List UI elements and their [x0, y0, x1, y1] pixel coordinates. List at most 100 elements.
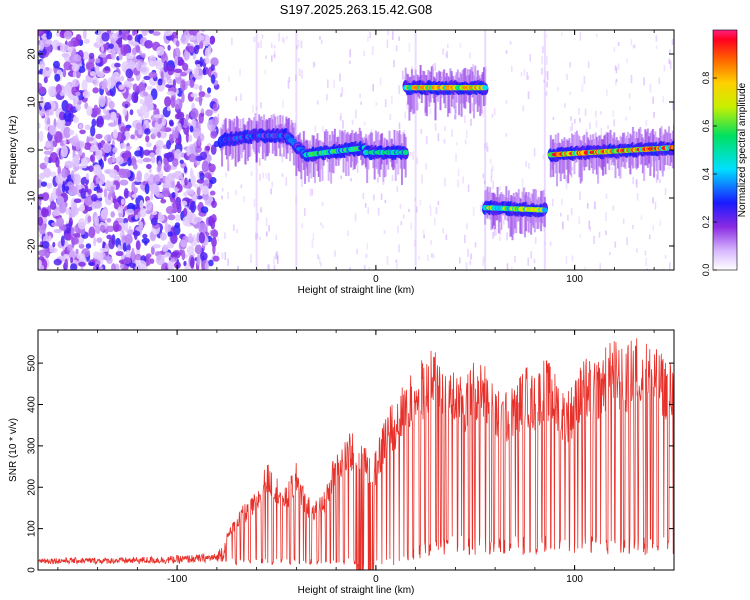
noise-blob: [99, 266, 103, 270]
noise-blob: [93, 104, 98, 112]
noise-blob: [164, 221, 169, 234]
noise-blob: [145, 200, 152, 212]
noise-blob: [188, 134, 193, 142]
noise-blob: [174, 148, 182, 161]
noise-blob: [38, 249, 47, 257]
noise-blob: [141, 53, 146, 58]
noise-speckle: [301, 69, 303, 79]
noise-blob: [103, 134, 113, 142]
noise-speckle: [322, 125, 324, 133]
noise-blob: [78, 123, 83, 129]
noise-speckle: [571, 255, 574, 262]
noise-speckle: [216, 100, 219, 108]
spectrogram-y-tick-label: 0: [27, 147, 38, 153]
noise-blob: [182, 207, 188, 217]
noise-blob: [162, 190, 171, 198]
noise-blob: [53, 209, 61, 217]
tone-core: [541, 207, 548, 213]
noise-blob: [43, 76, 48, 84]
noise-speckle: [252, 105, 254, 113]
tone-spread: [330, 141, 333, 184]
noise-speckle: [342, 120, 344, 129]
noise-blob: [185, 188, 195, 195]
noise-speckle: [545, 34, 548, 38]
noise-blob: [80, 157, 88, 169]
noise-blob: [134, 214, 139, 220]
noise-blob: [183, 260, 187, 267]
noise-blob: [196, 31, 202, 43]
noise-blob: [54, 73, 61, 82]
noise-blob: [82, 30, 87, 40]
noise-blob: [166, 151, 174, 163]
tone-spread: [653, 134, 656, 178]
noise-speckle: [427, 254, 429, 262]
noise-blob: [165, 206, 175, 215]
noise-blob: [117, 244, 121, 252]
noise-speckle: [449, 107, 452, 114]
spectrogram-y-tick-label: 10: [27, 96, 38, 108]
noise-speckle: [444, 177, 446, 187]
noise-blob: [56, 122, 64, 130]
tone-spread: [423, 71, 426, 94]
noise-speckle: [363, 121, 366, 126]
noise-speckle: [462, 176, 465, 184]
noise-speckle: [320, 262, 322, 267]
noise-speckle: [273, 45, 276, 49]
tone-spread: [473, 75, 476, 119]
noise-speckle: [564, 103, 566, 108]
noise-blob: [119, 264, 124, 269]
noise-speckle: [391, 174, 394, 182]
noise-blob: [94, 65, 100, 73]
noise-blob: [76, 253, 86, 260]
noise-blob: [180, 79, 186, 92]
noise-stripe: [543, 30, 546, 270]
noise-blob: [155, 139, 164, 150]
noise-speckle: [533, 147, 536, 157]
noise-blob: [52, 241, 56, 248]
noise-blob: [92, 200, 102, 209]
noise-blob: [38, 130, 44, 142]
noise-blob: [166, 139, 171, 150]
tone-spread: [555, 143, 558, 187]
noise-speckle: [584, 266, 586, 270]
noise-speckle: [486, 142, 488, 152]
noise-speckle: [467, 184, 470, 193]
noise-blob: [125, 52, 135, 60]
noise-speckle: [228, 76, 230, 82]
noise-blob: [43, 150, 52, 155]
noise-speckle: [301, 223, 304, 229]
noise-speckle: [552, 116, 555, 121]
noise-speckle: [578, 108, 580, 115]
noise-blob: [138, 50, 142, 56]
noise-speckle: [365, 253, 368, 258]
noise-blob: [199, 251, 208, 261]
noise-blob: [123, 187, 129, 199]
noise-blob: [101, 32, 110, 42]
noise-speckle: [530, 251, 532, 259]
noise-blob: [71, 63, 80, 72]
noise-speckle: [579, 31, 582, 41]
tone-spread: [287, 117, 290, 146]
noise-blob: [134, 253, 142, 261]
noise-blob: [180, 200, 188, 207]
noise-blob: [210, 57, 219, 67]
noise-blob: [180, 34, 189, 45]
noise-blob: [141, 237, 150, 244]
noise-speckle: [257, 213, 259, 221]
noise-blob: [153, 174, 160, 185]
noise-blob: [67, 40, 74, 48]
tone-spread: [270, 115, 273, 137]
noise-blob: [144, 183, 150, 195]
noise-blob: [106, 234, 113, 240]
noise-blob: [63, 139, 67, 145]
noise-blob: [188, 153, 197, 163]
noise-speckle: [499, 236, 501, 241]
noise-speckle: [326, 94, 328, 101]
noise-speckle: [281, 154, 284, 163]
noise-speckle: [492, 180, 494, 190]
noise-speckle: [541, 67, 543, 75]
noise-blob: [118, 30, 123, 36]
noise-blob: [86, 137, 95, 142]
noise-blob: [61, 167, 68, 178]
tone-spread: [307, 143, 310, 183]
